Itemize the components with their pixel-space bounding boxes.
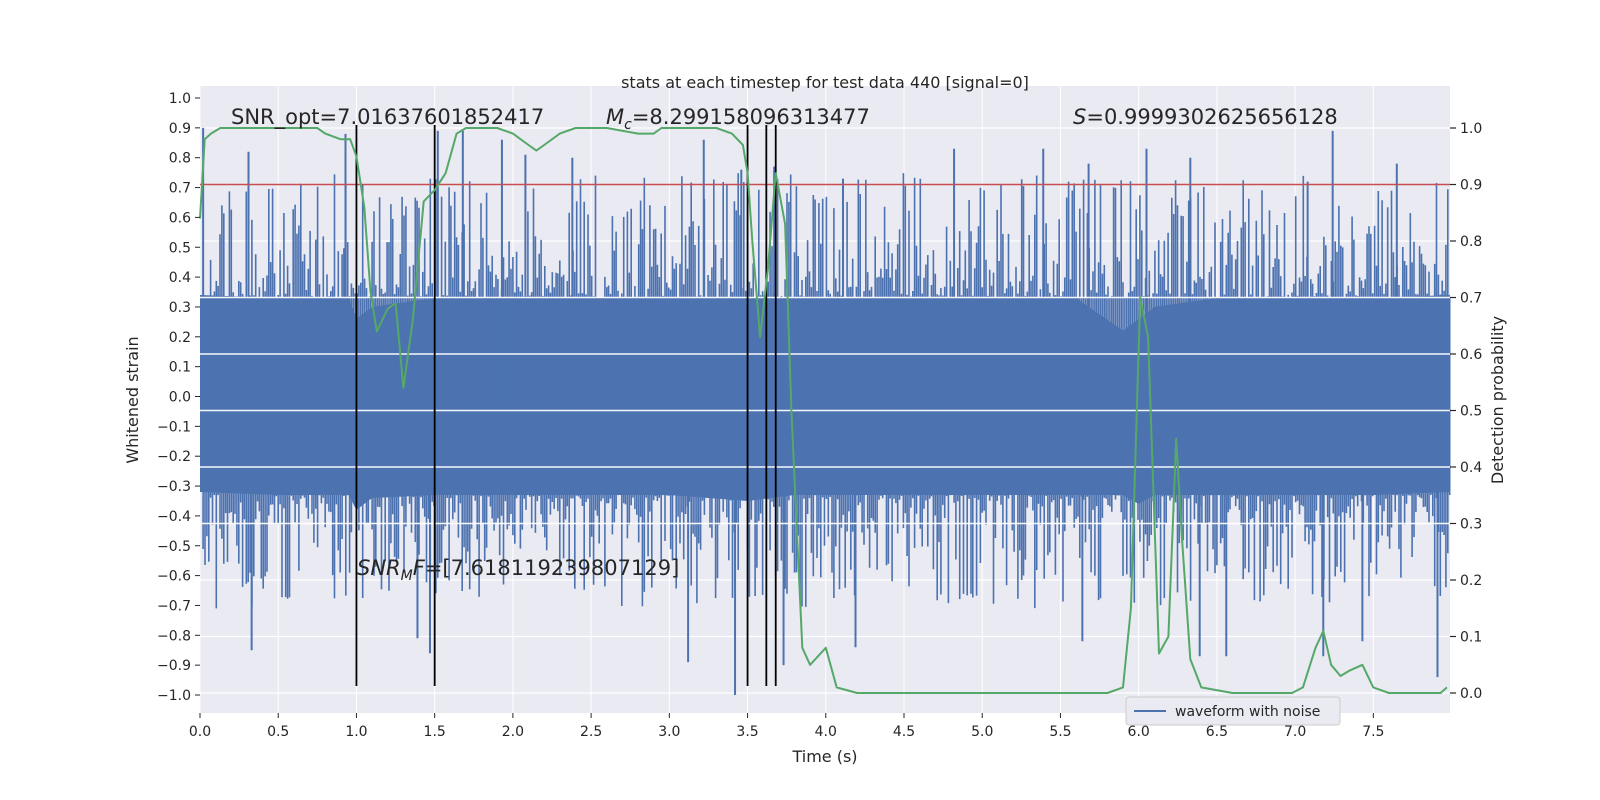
y2-tick-label: 0.2 <box>1460 573 1482 589</box>
y2-tick-label: 0.4 <box>1460 460 1482 476</box>
y2-axis-ticks: 1.0 0.9 0.8 0.7 0.6 0.5 0.4 0.3 0.2 0.1 0.0 <box>1450 121 1482 702</box>
event-marker-lines <box>355 125 777 686</box>
x-axis-ticks: 0.0 0.5 1.0 1.5 2.0 2.5 3.0 3.5 4.0 4.5 5.0 5.5 6.0 6… <box>189 713 1384 740</box>
y2-tick-label: 1.0 <box>1460 121 1482 137</box>
y-tick-label: −0.2 <box>157 449 191 465</box>
y-tick-label: −0.5 <box>157 539 191 555</box>
legend-label: waveform with noise <box>1175 704 1320 720</box>
y2-tick-label: 0.3 <box>1460 517 1482 533</box>
snr-mf-annotation: SNRMF=[7.618119239807129] <box>357 556 679 584</box>
x-tick-label: 5.0 <box>971 724 993 740</box>
x-tick-label: 1.5 <box>424 724 446 740</box>
y2-tick-label: 0.6 <box>1460 347 1482 363</box>
y-tick-label: 0.2 <box>169 330 191 346</box>
y-axis-label: Whitened strain <box>123 336 142 463</box>
y2-tick-label: 0.1 <box>1460 630 1482 646</box>
x-tick-label: 6.0 <box>1128 724 1150 740</box>
waveform-series <box>200 127 1451 695</box>
probability-series <box>199 127 1448 694</box>
chirp-mass-value: =8.299158096313477 <box>632 105 870 129</box>
legend-box <box>1125 696 1341 726</box>
x-tick-label: 0.0 <box>189 724 211 740</box>
chirp-mass-subscript: c <box>624 117 632 133</box>
x-tick-label: 2.5 <box>580 724 602 740</box>
x-tick-label: 3.5 <box>736 724 758 740</box>
y-tick-label: −0.1 <box>157 419 191 435</box>
x-axis-label: Time (s) <box>791 747 857 766</box>
y-tick-label: −0.9 <box>157 658 191 674</box>
y-tick-label: −0.6 <box>157 569 191 585</box>
chirp-mass-annotation: Mc=8.299158096313477 <box>606 105 870 133</box>
s-annotation: S=0.9999302625656128 <box>1073 105 1338 129</box>
s-value: =0.9999302625656128 <box>1086 105 1337 129</box>
x-tick-label: 7.0 <box>1284 724 1306 740</box>
y-tick-label: −0.4 <box>157 509 191 525</box>
y-tick-label: 0.3 <box>169 300 191 316</box>
y-tick-label: 0.8 <box>169 151 191 167</box>
snr-mf-subscript: M <box>401 568 413 584</box>
y-tick-label: 0.9 <box>169 121 191 137</box>
x-tick-label: 6.5 <box>1206 724 1228 740</box>
x-tick-label: 4.5 <box>893 724 915 740</box>
y-tick-label: −1.0 <box>157 688 191 704</box>
s-symbol: S <box>1073 105 1086 129</box>
y2-tick-label: 0.5 <box>1460 404 1482 420</box>
snr-mf-symbol: SNR <box>357 556 401 580</box>
x-tick-label: 7.5 <box>1362 724 1384 740</box>
chirp-mass-symbol: M <box>606 105 624 129</box>
y2-tick-label: 0.9 <box>1460 178 1482 194</box>
y-tick-label: 0.7 <box>169 181 191 197</box>
snr-mf-value: =[7.618119239807129] <box>425 556 679 580</box>
y-tick-label: 0.0 <box>169 390 191 406</box>
y-tick-label: −0.8 <box>157 628 191 644</box>
x-tick-label: 2.0 <box>502 724 524 740</box>
x-tick-label: 1.0 <box>345 724 367 740</box>
y-tick-label: −0.3 <box>157 479 191 495</box>
waveform-texture <box>202 173 1451 609</box>
legend: waveform with noise <box>1125 696 1341 726</box>
y2-tick-label: 0.8 <box>1460 234 1482 250</box>
snr-mf-symbol-tail: F <box>413 556 426 580</box>
x-tick-label: 4.0 <box>815 724 837 740</box>
snr-opt-annotation: SNR_opt=7.01637601852417 <box>231 105 544 130</box>
y-tick-label: 0.4 <box>169 270 191 286</box>
y-tick-label: 0.5 <box>169 240 191 256</box>
y-tick-label: −0.7 <box>157 598 191 614</box>
y-tick-label: 0.1 <box>169 360 191 376</box>
y-axis-ticks: 1.0 0.9 0.8 0.7 0.6 0.5 0.4 0.3 0.2 0.1 0.0 −0.1 −0.… <box>157 91 200 704</box>
y-tick-label: 0.6 <box>169 210 191 226</box>
probability-line <box>199 127 1448 694</box>
y2-tick-label: 0.7 <box>1460 291 1482 307</box>
x-tick-label: 5.5 <box>1049 724 1071 740</box>
y2-axis-label: Detection probability <box>1488 316 1507 484</box>
y-tick-label: 1.0 <box>169 91 191 107</box>
chart-title: stats at each timestep for test data 440… <box>621 73 1029 92</box>
x-tick-label: 0.5 <box>267 724 289 740</box>
y2-tick-label: 0.0 <box>1460 686 1482 702</box>
x-tick-label: 3.0 <box>658 724 680 740</box>
